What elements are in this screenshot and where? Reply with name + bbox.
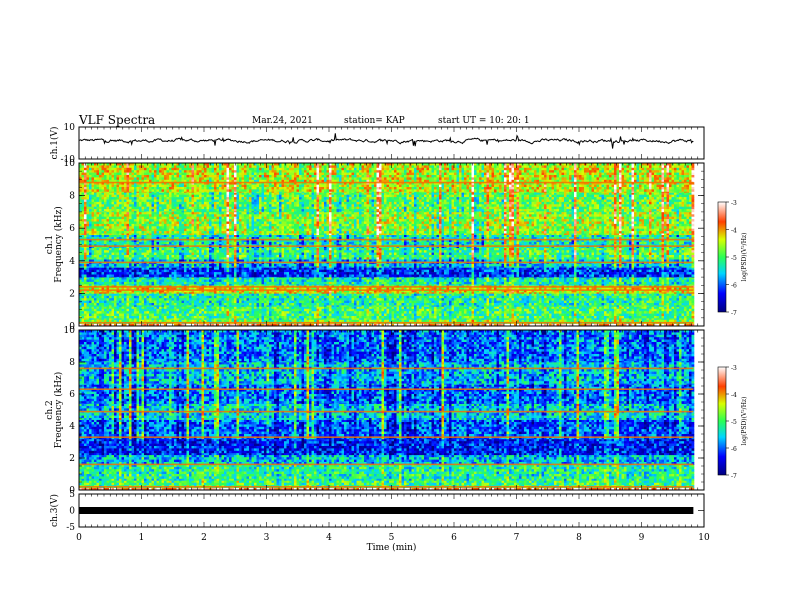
ch2-spectrogram-line-4	[79, 388, 693, 390]
ch2-colorbar-tick-2: -5	[731, 419, 737, 426]
ch3-waveform-ytick-0: 5	[69, 490, 75, 500]
ch1-colorbar	[718, 202, 726, 312]
ch2-spectrogram-ylabel-line-1: Frequency (kHz)	[53, 372, 64, 449]
ch1-spectrogram-line-5	[79, 239, 693, 241]
ch2-spectrogram-line-2	[79, 436, 693, 438]
ch1-spectrogram-ytick-5: 10	[64, 159, 76, 169]
ch2-spectrogram-line-1	[79, 464, 693, 466]
xtick-2: 2	[201, 533, 207, 543]
ch2-spectrogram-ytick-4: 8	[69, 358, 75, 368]
ch1-spectrogram-ytick-1: 2	[69, 289, 75, 299]
ch1-waveform-line	[79, 133, 693, 148]
ch1-spectrogram-ytick-3: 6	[69, 224, 75, 234]
ch2-spectrogram-line-0	[79, 486, 693, 488]
ch2-spectrogram-cells	[79, 330, 694, 490]
xtick-10: 10	[698, 533, 710, 543]
ch1-waveform-ytick-0: 10	[64, 123, 76, 133]
ch2-spectrogram-line-3	[79, 411, 693, 413]
ch1-spectrogram-ytick-4: 8	[69, 192, 75, 202]
ch1-colorbar-tick-0: -3	[731, 200, 737, 207]
ch1-colorbar-tick-2: -5	[731, 255, 737, 262]
ch2-colorbar-label: log(PSD)(V²/Hz)	[741, 397, 748, 446]
xtick-1: 1	[139, 533, 145, 543]
ch2-spectrogram-ytick-1: 2	[69, 454, 75, 464]
ch2-spectrogram-line-5	[79, 368, 693, 370]
ch3-waveform-ylabel: ch.3(V)	[49, 494, 60, 527]
xtick-3: 3	[264, 533, 270, 543]
ch1-spectrogram-ytick-2: 4	[69, 257, 75, 267]
ch3-waveform-ytick-1: 0	[69, 507, 75, 517]
ch1-spectrogram-line-6	[79, 182, 693, 184]
ch1-colorbar-tick-1: -4	[731, 228, 737, 235]
ch1-waveform-ylabel: ch.1(V)	[49, 127, 60, 160]
ch1-colorbar-tick-4: -7	[731, 310, 737, 317]
ch2-colorbar	[718, 367, 726, 475]
ch1-spectrogram-line-3	[79, 262, 693, 264]
x-axis-label: Time (min)	[367, 542, 417, 553]
ch1-spectrogram-line-0	[79, 322, 693, 324]
ch1-spectrogram-line-4	[79, 245, 693, 247]
xtick-4: 4	[326, 533, 332, 543]
ch1-spectrogram-line-2	[79, 286, 693, 288]
ch2-colorbar-tick-3: -6	[731, 446, 737, 453]
xtick-8: 8	[576, 533, 582, 543]
ch1-colorbar-label: log(PSD)(V²/Hz)	[741, 233, 748, 282]
xtick-7: 7	[514, 533, 520, 543]
ch2-colorbar-tick-4: -7	[731, 473, 737, 480]
ch2-spectrogram-ytick-2: 4	[69, 422, 75, 432]
xtick-0: 0	[76, 533, 82, 543]
ch1-spectrogram-cells	[79, 163, 694, 326]
xtick-9: 9	[639, 533, 645, 543]
ch2-colorbar-tick-0: -3	[731, 365, 737, 372]
ch3-waveform-ytick-2: -5	[66, 523, 75, 533]
ch1-spectrogram-ylabel-line-1: Frequency (kHz)	[53, 206, 64, 283]
ch2-spectrogram-ytick-5: 10	[64, 326, 76, 336]
ch3-waveform-line	[79, 507, 693, 514]
xtick-6: 6	[451, 533, 457, 543]
ch2-colorbar-tick-1: -4	[731, 392, 737, 399]
ch1-colorbar-tick-3: -6	[731, 283, 737, 290]
ch2-spectrogram-ytick-3: 6	[69, 390, 75, 400]
ch1-spectrogram-line-1	[79, 289, 693, 291]
xtick-5: 5	[389, 533, 395, 543]
